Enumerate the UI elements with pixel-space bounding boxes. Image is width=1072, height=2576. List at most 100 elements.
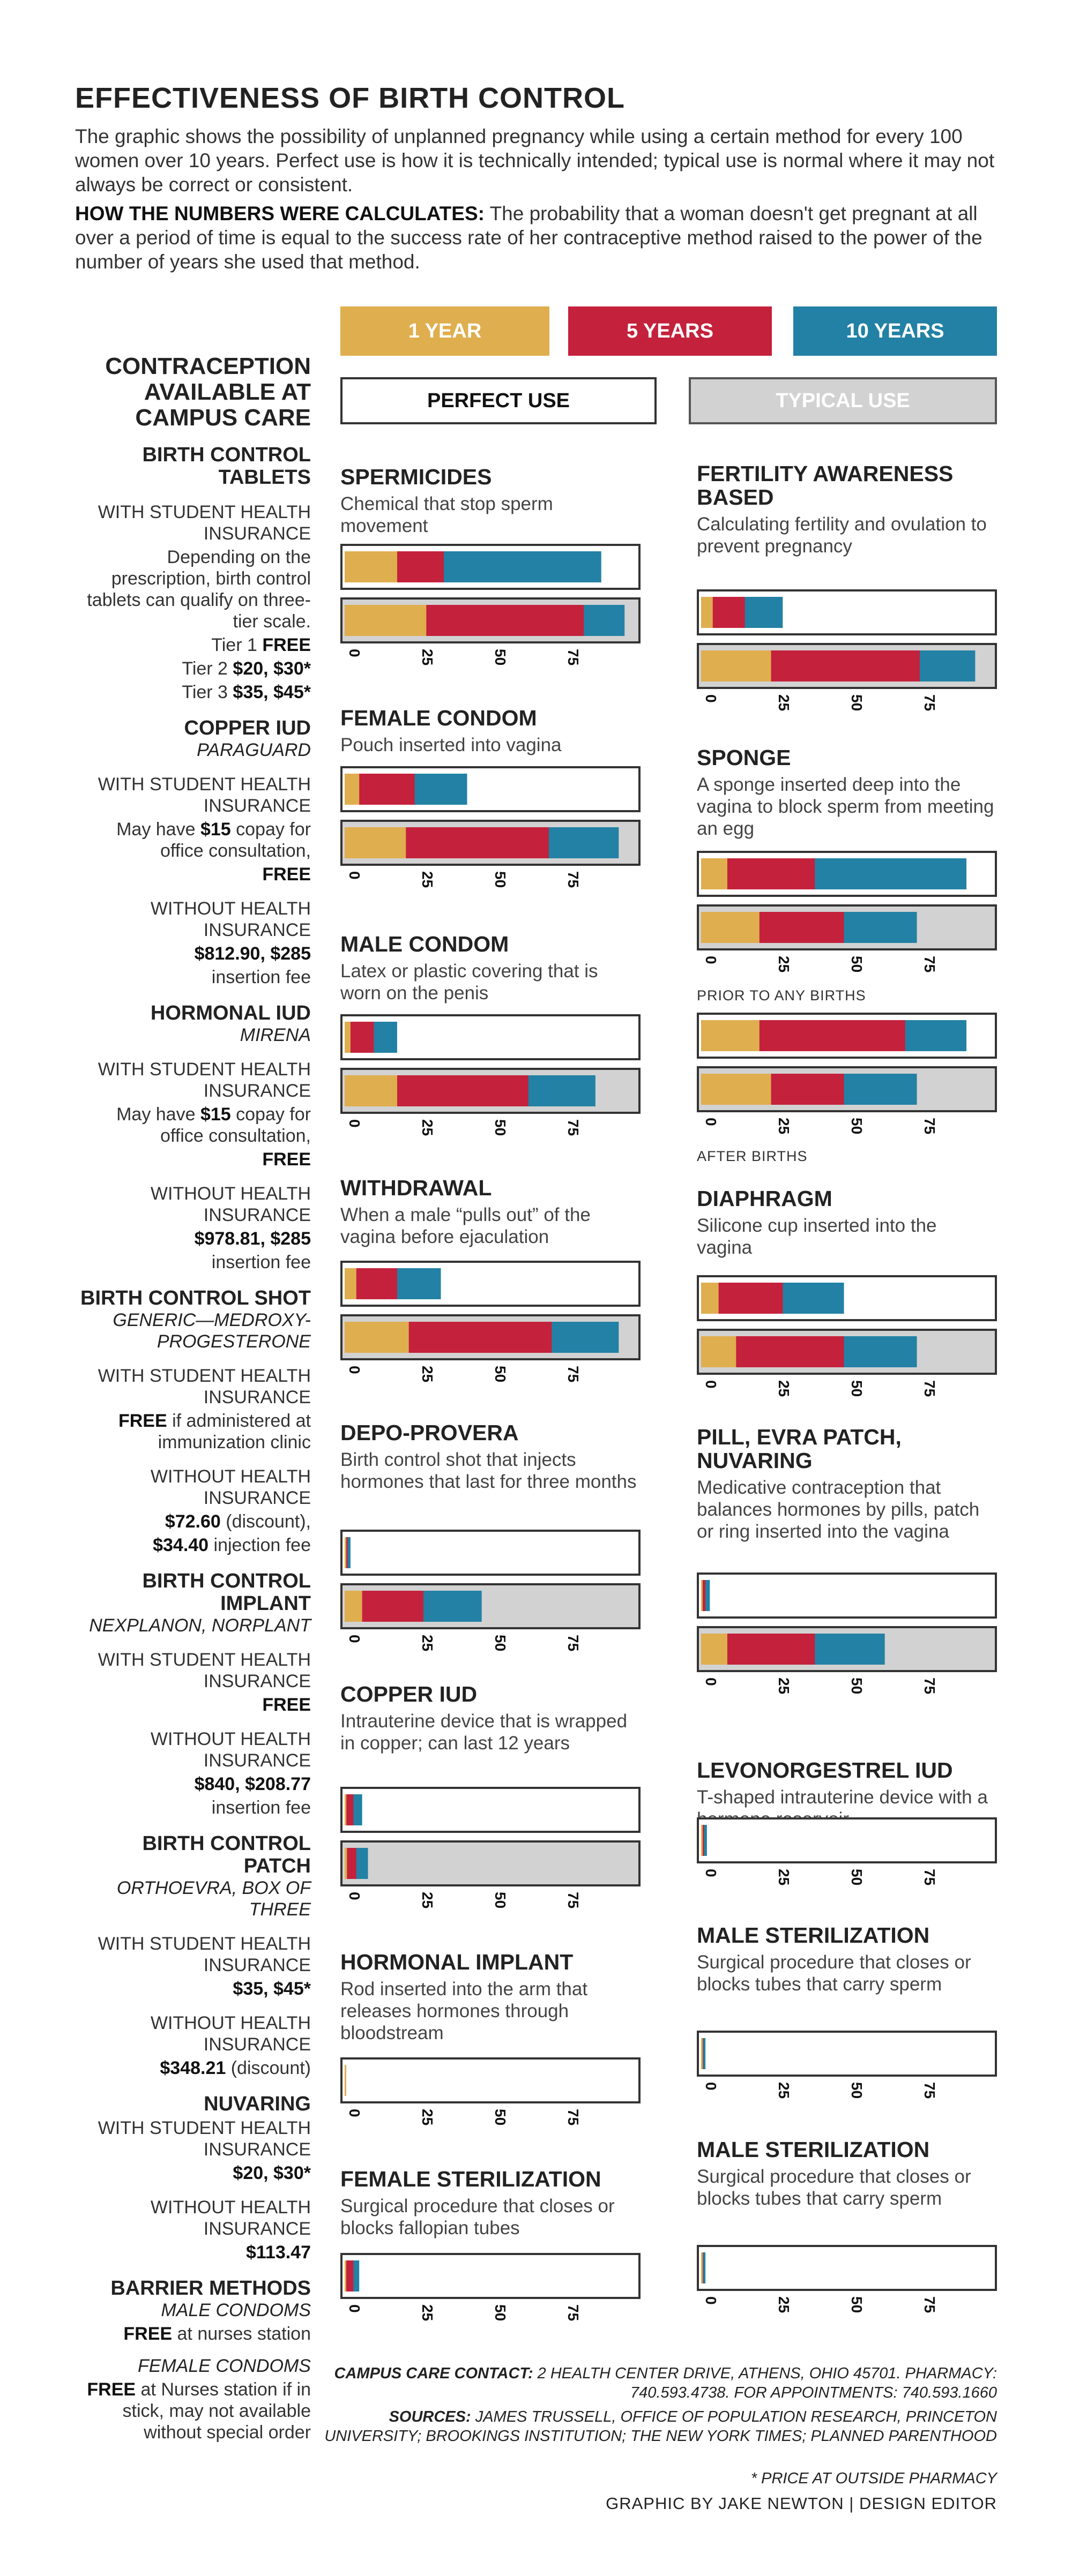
- tick-label: 0: [703, 2082, 719, 2091]
- tick-label: 100: [994, 1118, 997, 1143]
- bar-5-years: [345, 1848, 356, 1879]
- bar-1-year: [345, 1794, 347, 1825]
- hormonal-copay-amount: $15: [200, 1104, 231, 1125]
- hormonal-free: FREE: [75, 1149, 311, 1170]
- patch-brand: ORTHOEVRA, BOX OF THREE: [116, 1878, 311, 1920]
- sidebar-tablets: BIRTH CONTROL TABLETS WITH STUDENT HEALT…: [75, 444, 311, 703]
- tick-label: 100: [638, 1366, 641, 1391]
- hormonal-fee-label: insertion fee: [211, 1252, 311, 1272]
- tick-label: 25: [776, 1380, 792, 1397]
- chart-male-condom: 0 25 50 75 100: [340, 1014, 654, 1154]
- perfect-use-row: [697, 2245, 997, 2291]
- chart-svg: 0 25 50 75 100: [340, 1530, 654, 1660]
- method-desc: Calculating fertility and ovulation to p…: [697, 514, 987, 557]
- copper-price-amount: $812.90, $285: [194, 943, 311, 964]
- legend-typical-use: TYPICAL USE: [689, 377, 997, 424]
- shot-no-insurance: WITHOUT HEALTH INSURANCE: [150, 1466, 311, 1508]
- method-desc: A sponge inserted deep into the vagina t…: [697, 774, 994, 839]
- nuva-price-amount: $20, $30*: [233, 2163, 311, 2183]
- copper-insurance: WITH STUDENT HEALTH INSURANCE: [98, 774, 311, 816]
- method-name: FERTILITY AWARENESS BASED: [697, 461, 954, 510]
- sources-text: JAMES TRUSSELL, OFFICE OF POPULATION RES…: [324, 2408, 997, 2445]
- implant-fee-label: insertion fee: [211, 1798, 311, 1818]
- tier2-label: Tier 2: [182, 658, 233, 679]
- chart-sponge-prior: 0 25 50 75 100: [697, 851, 1011, 991]
- patch-title: BIRTH CONTROL PATCH: [142, 1832, 311, 1877]
- method-desc: Medicative contraception that balances h…: [697, 1477, 980, 1542]
- barrier-male-condoms: MALE CONDOMS: [161, 2300, 311, 2320]
- page-title: EFFECTIVENESS OF BIRTH CONTROL: [75, 82, 626, 114]
- tick-label: 0: [703, 1869, 719, 1877]
- tick-label: 75: [921, 1118, 938, 1134]
- tick-label: 75: [565, 871, 582, 888]
- tick-label: 75: [921, 1678, 938, 1694]
- method-desc: When a male “pulls out” of the vagina be…: [340, 1204, 591, 1247]
- perfect-use-row: [340, 1530, 641, 1576]
- tick-label: 75: [921, 2082, 938, 2099]
- asterisk-note: * PRICE AT OUTSIDE PHARMACY: [750, 2470, 997, 2487]
- tick-label: 0: [346, 649, 363, 657]
- howto-body: The probability that a woman doesn't get…: [75, 203, 982, 273]
- tick-label: 100: [638, 2304, 641, 2330]
- method-name: SPERMICIDES: [340, 465, 492, 489]
- tick-label: 100: [994, 2296, 997, 2322]
- bar-1-year: [701, 1580, 703, 1611]
- bar-1-year: [701, 1634, 727, 1665]
- legend-perfect-use: PERFECT USE: [340, 377, 657, 424]
- hormonal-free-label: FREE: [262, 1149, 311, 1170]
- tick-label: 50: [848, 1380, 865, 1397]
- tick-label: 25: [776, 1678, 792, 1694]
- tick-label: 0: [703, 956, 719, 964]
- tick-label: 100: [994, 694, 997, 720]
- chart-svg: 0 25 50 75 100: [697, 2245, 1011, 2322]
- sponge-note-after: AFTER BIRTHS: [697, 1148, 808, 1164]
- chart-female-sterilization: 0 25 50 75 100: [340, 2253, 654, 2339]
- perfect-use-row: [340, 2057, 641, 2103]
- tick-label: 0: [703, 1118, 719, 1126]
- method-desc: Latex or plastic covering that is worn o…: [340, 961, 598, 1004]
- nuva-no-insurance: WITHOUT HEALTH INSURANCE: [150, 2197, 311, 2239]
- chart-withdrawal: 0 25 50 75 100: [340, 1261, 654, 1401]
- tick-label: 100: [994, 1380, 997, 1405]
- method-name: LEVONORGESTREL IUD: [697, 1758, 953, 1783]
- tick-label: 25: [419, 2109, 436, 2125]
- bar-5-years: [345, 1794, 354, 1825]
- sponge-note-prior: PRIOR TO ANY BIRTHS: [697, 987, 866, 1004]
- sidebar-copper-iud: COPPER IUD PARAGUARD WITH STUDENT HEALTH…: [75, 717, 311, 988]
- tier1-label: Tier 1: [211, 635, 263, 655]
- method-male-sterilization-1: MALE STERILIZATION Surgical procedure th…: [697, 1923, 997, 1995]
- shot-fee: $34.40 injection fee: [75, 1534, 311, 1556]
- bar-1-year: [701, 1825, 703, 1856]
- bar-1-year: [345, 2065, 346, 2096]
- barrier-title: BARRIER METHODS: [110, 2277, 311, 2300]
- hormonal-price-amount: $978.81, $285: [194, 1229, 311, 1249]
- tick-label: 0: [703, 1380, 719, 1389]
- barrier-male-free: FREE: [123, 2324, 173, 2344]
- tick-label: 75: [565, 1366, 582, 1382]
- tick-label: 50: [848, 694, 865, 711]
- contact-label: CAMPUS CARE CONTACT:: [334, 2365, 533, 2382]
- sidebar-barrier: BARRIER METHODS MALE CONDOMS FREE at nur…: [75, 2277, 311, 2443]
- footer-contact: CAMPUS CARE CONTACT: 2 HEALTH CENTER DRI…: [322, 2364, 997, 2402]
- hormonal-title: HORMONAL IUD: [150, 1002, 311, 1024]
- bar-1-year: [701, 1336, 736, 1367]
- perfect-use-row: [340, 2253, 641, 2299]
- implant-free-label: FREE: [262, 1695, 311, 1715]
- tick-label: 25: [419, 649, 436, 665]
- implant-price-amount: $840, $208.77: [194, 1774, 311, 1794]
- bar-1-year: [701, 912, 760, 943]
- howto-text: HOW THE NUMBERS WERE CALCULATES: The pro…: [75, 201, 997, 274]
- tick-label: 50: [848, 2082, 865, 2099]
- tick-label: 100: [638, 2109, 641, 2134]
- method-name: HORMONAL IMPLANT: [340, 1950, 574, 1974]
- tick-label: 25: [419, 1366, 436, 1382]
- method-male-condom: MALE CONDOM Latex or plastic covering th…: [340, 932, 641, 1004]
- shot-price: $72.60 (discount),: [75, 1511, 311, 1532]
- bar-1-year: [701, 650, 771, 682]
- method-name: SPONGE: [697, 745, 791, 770]
- shot-price-note: (discount),: [220, 1511, 311, 1532]
- shot-fee-label: injection fee: [209, 1535, 311, 1555]
- tick-label: 100: [994, 1869, 997, 1894]
- method-desc: Chemical that stop sperm movement: [340, 493, 553, 536]
- method-desc: Birth control shot that injects hormones…: [340, 1449, 637, 1492]
